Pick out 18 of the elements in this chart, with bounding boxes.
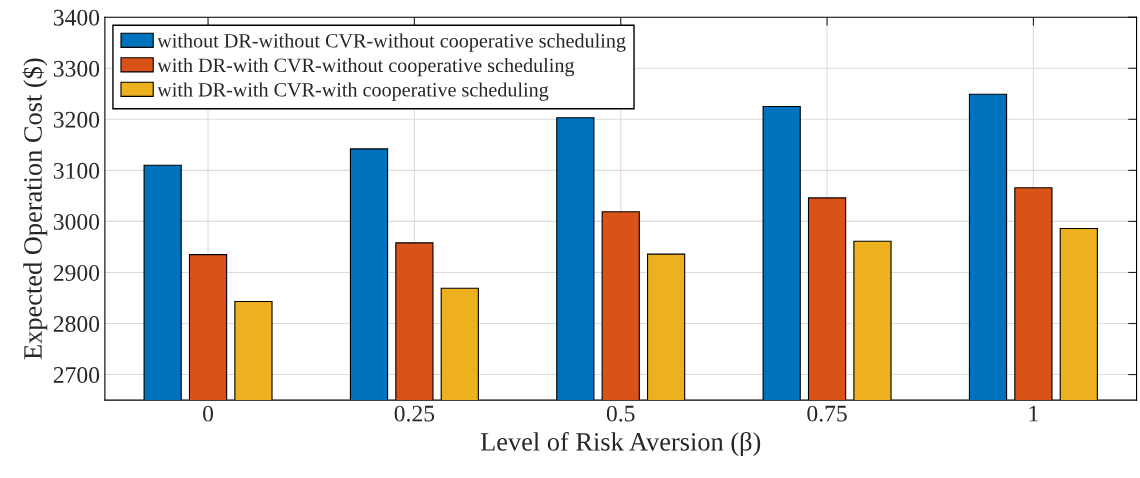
y-tick-label: 2900 xyxy=(53,264,100,281)
x-tick-label: 0 xyxy=(203,405,214,422)
y-tick-label: 3200 xyxy=(53,111,100,128)
y-tick-label: 2700 xyxy=(53,367,100,383)
y-axis-title: Expected Operation Cost ($) xyxy=(22,58,48,360)
y-tick-label: 3300 xyxy=(53,60,100,77)
y-tick-label: 3400 xyxy=(53,9,100,26)
legend-label: with DR-with CVR-without cooperative scheduling xyxy=(157,57,575,77)
x-tick-label: 1 xyxy=(1029,405,1038,422)
x-tick-label: 0.5 xyxy=(606,405,635,422)
legend-label: with DR-with CVR-with cooperative scheduling xyxy=(157,82,549,101)
y-tick-label: 2800 xyxy=(53,316,100,332)
y-tick-label: 3000 xyxy=(53,213,100,230)
x-tick-label: 0.75 xyxy=(807,405,847,422)
x-tick-label: 0.25 xyxy=(394,405,435,422)
y-tick-label: 3100 xyxy=(53,162,100,179)
x-axis-title: Level of Risk Aversion (β) xyxy=(480,431,761,457)
legend-label: without DR-without CVR-without cooperative scheduling xyxy=(157,33,626,52)
